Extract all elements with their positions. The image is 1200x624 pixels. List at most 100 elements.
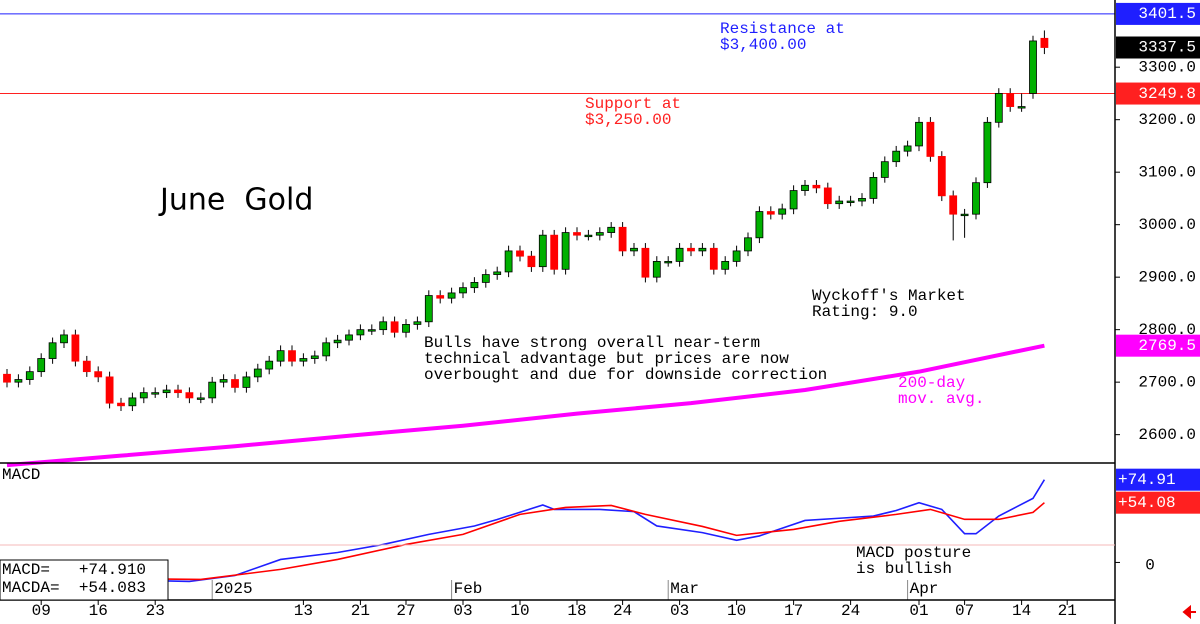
candle-body xyxy=(162,389,171,394)
x-tick-label: 23 xyxy=(146,602,165,620)
candle-body xyxy=(151,392,160,395)
candle-body xyxy=(402,324,410,333)
x-tick-label: 21 xyxy=(1058,602,1077,620)
macd-y-tick-label: 0 xyxy=(1145,557,1155,575)
candle-body xyxy=(37,358,46,373)
x-tick-label: 17 xyxy=(784,602,803,620)
scroll-arrow[interactable] xyxy=(1182,604,1196,620)
candle-body xyxy=(3,373,11,383)
candle-body xyxy=(367,329,376,332)
candle-body xyxy=(1006,93,1015,107)
y-tick-label: 3000.0 xyxy=(1138,216,1196,234)
month-label: 2025 xyxy=(214,580,252,598)
candle-body xyxy=(835,200,844,205)
candle-body xyxy=(538,234,547,268)
candle-body xyxy=(687,247,695,252)
y-tick-label: 2700.0 xyxy=(1138,373,1196,391)
candle-body xyxy=(231,379,239,388)
candle-body xyxy=(766,211,775,215)
candle-body xyxy=(447,292,456,299)
candle-body xyxy=(117,402,125,407)
candle-body xyxy=(972,182,980,215)
price-tag-label: 3401.5 xyxy=(1138,5,1196,23)
candle-body xyxy=(379,321,388,331)
candle-body xyxy=(630,247,638,252)
candle-body xyxy=(424,295,433,323)
candle-body xyxy=(778,208,787,215)
candle-body xyxy=(413,321,422,325)
x-tick-label: 03 xyxy=(670,602,689,620)
candle-body xyxy=(960,213,969,217)
candle-body xyxy=(82,360,91,373)
candle-body xyxy=(299,358,308,362)
macd-readout: MACD= +74.910 xyxy=(2,561,146,579)
x-tick-label: 01 xyxy=(909,602,928,620)
annotation: Support at xyxy=(585,95,681,113)
candle-body xyxy=(48,342,57,359)
chart-title: June Gold xyxy=(158,183,313,218)
candle-body xyxy=(527,255,536,268)
candle-body xyxy=(390,321,399,333)
x-tick-label: 24 xyxy=(613,602,632,620)
macd-line xyxy=(6,479,1046,583)
y-tick-label: 2800.0 xyxy=(1138,321,1196,339)
candle-body xyxy=(641,247,650,278)
macd-tag-label: +54.08 xyxy=(1118,494,1176,512)
price-tag xyxy=(1116,2,1200,25)
candle-body xyxy=(892,150,901,163)
candle-body xyxy=(709,247,718,270)
macd-tag-label: +74.91 xyxy=(1118,471,1176,489)
candle-body xyxy=(436,295,445,299)
candle-body xyxy=(573,232,581,236)
price-tag xyxy=(1116,82,1200,105)
candle-body xyxy=(174,389,182,394)
x-tick-label: 21 xyxy=(351,602,370,620)
price-tag-label: 3249.8 xyxy=(1138,85,1196,103)
candle-body xyxy=(801,184,809,191)
y-tick-label: 2900.0 xyxy=(1138,268,1196,286)
candle-body xyxy=(858,198,866,202)
candle-body xyxy=(652,261,661,278)
candle-body xyxy=(459,287,467,294)
month-label: Feb xyxy=(454,580,483,598)
x-tick-label: 24 xyxy=(841,602,860,620)
macd-tag xyxy=(1116,491,1200,514)
y-tick-label: 2600.0 xyxy=(1138,426,1196,444)
annotation: is bullish xyxy=(856,560,952,578)
price-tag-label: 3337.5 xyxy=(1138,39,1196,57)
candle-body xyxy=(25,371,34,380)
candle-body xyxy=(618,226,627,252)
x-tick-label: 03 xyxy=(453,602,472,620)
x-tick-label: 27 xyxy=(396,602,415,620)
candle-body xyxy=(185,392,194,399)
annotation: technical advantage but prices are now xyxy=(424,350,789,368)
moving-average xyxy=(6,343,1045,468)
candle-body xyxy=(345,334,353,341)
annotation: 200-day xyxy=(898,374,966,392)
candle-body xyxy=(755,211,764,239)
candle-body xyxy=(481,274,490,283)
candle-body xyxy=(789,190,798,210)
candle-body xyxy=(664,261,673,264)
candle-body xyxy=(698,247,707,252)
macd-line xyxy=(6,502,1045,581)
candle-body xyxy=(139,392,148,399)
candle-body xyxy=(823,187,832,205)
annotation: Resistance at xyxy=(720,20,845,38)
annotation: Wyckoff's Market xyxy=(812,287,966,305)
macd-readout-box xyxy=(0,559,169,601)
candle-body xyxy=(71,334,80,362)
candle-body xyxy=(926,121,935,157)
candle-body xyxy=(880,161,889,178)
price-tag xyxy=(1116,36,1200,59)
candle-body xyxy=(584,234,593,238)
month-label: Mar xyxy=(670,580,699,598)
y-tick-label: 3200.0 xyxy=(1138,111,1196,129)
candle-body xyxy=(607,226,616,233)
annotation: Rating: 9.0 xyxy=(812,303,918,321)
annotation: MACD posture xyxy=(856,544,971,562)
candle-body xyxy=(60,334,68,344)
candle-body xyxy=(276,350,285,362)
candle-body xyxy=(310,355,319,359)
